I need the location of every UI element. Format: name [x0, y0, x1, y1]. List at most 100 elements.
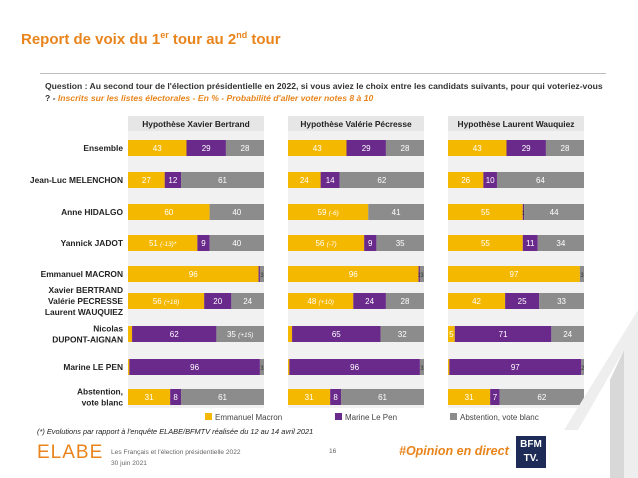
bar-value-label: 64: [536, 176, 545, 185]
category-label: Emmanuel MACRON: [41, 269, 123, 279]
bar-value-label: 10: [486, 176, 495, 185]
bar-value-label: 5: [449, 330, 454, 339]
bar-value-label: 14: [326, 176, 335, 185]
bar-segment: [181, 389, 264, 405]
bar-value-label: 29: [202, 144, 211, 153]
bar-segment: [376, 235, 424, 251]
bar-value-label: 2: [581, 366, 585, 372]
bar-value-label: 40: [232, 208, 241, 217]
bar-value-label: 43: [313, 144, 322, 153]
bar-value-label: 96: [190, 363, 199, 372]
bar-value-label: 9: [368, 239, 373, 248]
decorative-a-shape: [564, 310, 638, 478]
panel-header: [128, 116, 264, 131]
bar-value-label: 28: [561, 144, 570, 153]
bar-value-label: 35 (+15): [227, 330, 253, 339]
bar-value-label: 20: [213, 297, 222, 306]
bar-value-label: 60: [164, 208, 173, 217]
bar-value-label: 24: [300, 176, 309, 185]
page-number: 16: [329, 448, 337, 455]
bar-segment: [288, 172, 321, 188]
bar-segment: [288, 140, 347, 156]
bar-segment: [385, 140, 424, 156]
bar-value-label: 56 (+18): [153, 297, 179, 306]
bar-value-label: 42: [472, 297, 481, 306]
bar-value-label: 35: [396, 239, 405, 248]
bar-value-label: 43: [153, 144, 162, 153]
bar-segment: [289, 359, 420, 375]
bar-segment: [368, 204, 424, 220]
panel-header: [448, 116, 584, 131]
bar-segment: [385, 293, 424, 309]
bar-value-label: 29: [522, 144, 531, 153]
legend-swatch: [450, 413, 457, 420]
bar-segment: [164, 172, 182, 188]
bar-segment: [288, 326, 293, 342]
bar-segment: [499, 389, 584, 405]
bar-segment: [483, 172, 497, 188]
bar-value-label: 25: [518, 297, 527, 306]
panel-title: Hypothèse Valérie Pécresse: [300, 119, 412, 129]
bar-value-label: 31: [305, 393, 314, 402]
bar-segment: [288, 204, 369, 220]
bar-segment: [522, 235, 538, 251]
bar-segment: [339, 172, 424, 188]
panel-title: Hypothèse Laurent Wauquiez: [458, 119, 575, 129]
category-label: Yannick JADOT: [61, 238, 124, 248]
bar-segment: [448, 204, 523, 220]
bar-segment: [418, 266, 420, 282]
legend-label: Emmanuel Macron: [215, 413, 282, 422]
footnote: (*) Evolutions par rapport à l'enquête E…: [37, 427, 314, 436]
bar-segment: [545, 140, 584, 156]
bar-segment: [490, 389, 500, 405]
bar-segment: [539, 293, 584, 309]
page-title: Report de voix du 1er tour au 2nd tour: [21, 30, 281, 48]
bar-value-label: 59 (-6): [318, 208, 339, 217]
bar-segment: [216, 326, 264, 342]
bar-segment: [581, 359, 584, 375]
category-label: Xavier BERTRAND Valérie PECRESSE Laurent W…: [45, 285, 124, 317]
bar-value-label: 55: [481, 208, 490, 217]
bar-segment: [128, 266, 259, 282]
bar-segment: [292, 326, 381, 342]
bar-value-label: 3: [260, 366, 264, 372]
bar-value-label: 8: [333, 393, 338, 402]
legend-label: Abstention, vote blanc: [460, 413, 539, 422]
bar-value-label: 71: [499, 330, 508, 339]
bar-segment: [128, 293, 205, 309]
question-main: Question : Au second tour de l'élection …: [45, 81, 603, 103]
bar-value-label: 28: [241, 144, 250, 153]
bar-value-label: 62: [537, 393, 546, 402]
bfmtv-logo: BFM TV.: [516, 436, 546, 468]
bar-value-label: 24: [563, 330, 572, 339]
bar-segment: [448, 172, 484, 188]
bar-segment: [128, 389, 171, 405]
bar-value-label: 34: [556, 239, 565, 248]
bar-value-label: 27: [142, 176, 151, 185]
elabe-logo: ELABE: [37, 442, 104, 463]
bar-segment: [209, 204, 264, 220]
bar-value-label: 62: [377, 176, 386, 185]
bar-value-label: 96: [189, 270, 198, 279]
study-title: Les Français et l'élection présidentiell…: [111, 449, 241, 456]
bar-segment: [346, 140, 386, 156]
bar-segment: [448, 293, 506, 309]
bar-segment: [258, 266, 260, 282]
bar-segment: [448, 389, 491, 405]
category-label: Marine LE PEN: [63, 362, 123, 372]
bar-segment: [128, 172, 165, 188]
bar-segment: [419, 266, 424, 282]
bar-segment: [288, 235, 365, 251]
question-text: Question : Au second tour de l'élection …: [45, 80, 605, 104]
bar-value-label: 7: [493, 393, 498, 402]
bar-value-label: 61: [218, 393, 227, 402]
panel-title: Hypothèse Xavier Bertrand: [142, 119, 250, 129]
category-label: Abstention, vote blanc: [77, 387, 123, 408]
bar-segment: [448, 235, 523, 251]
bar-value-label: 24: [243, 297, 252, 306]
bar-value-label: 55: [481, 239, 490, 248]
question-subtitle: Inscrits sur les listes électorales - En…: [57, 93, 374, 103]
bar-segment: [496, 172, 584, 188]
bar-value-label: 28: [401, 144, 410, 153]
bar-value-label: 3: [260, 273, 264, 279]
